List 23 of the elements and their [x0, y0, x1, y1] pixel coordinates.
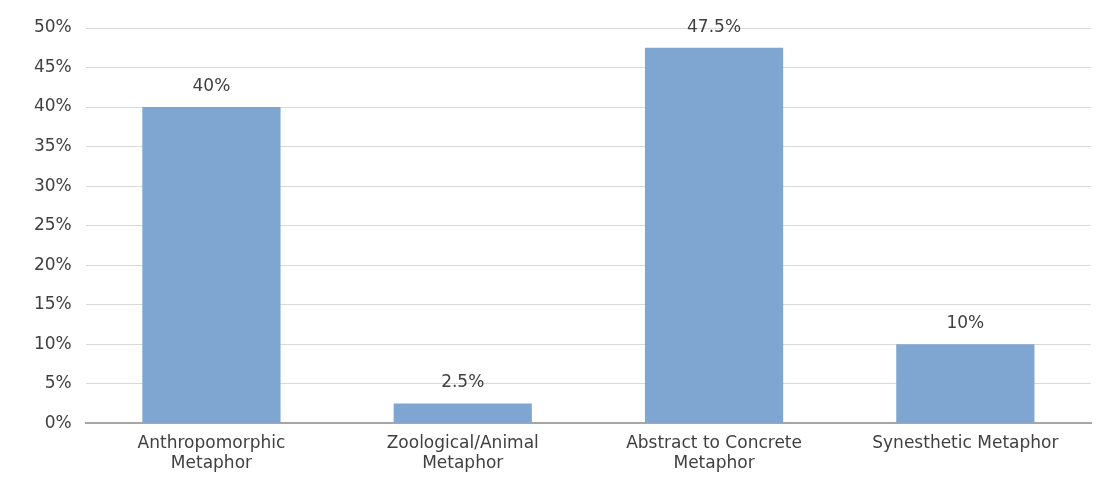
y-tick-label: 40% [33, 95, 72, 116]
data-label: 47.5% [687, 15, 742, 36]
data-label: 2.5% [441, 371, 485, 392]
bar [142, 107, 281, 423]
bar [393, 403, 532, 423]
bar [896, 344, 1035, 423]
bar [644, 47, 784, 423]
y-tick-label: 50% [33, 16, 72, 37]
y-tick-label: 15% [33, 293, 72, 314]
x-tick-label: Zoological/Animal Metaphor [386, 431, 539, 473]
x-tick-label: Synesthetic Metaphor [872, 431, 1059, 452]
y-tick-label: 45% [33, 55, 72, 76]
y-tick-label: 35% [33, 134, 72, 155]
x-tick-label: Anthropomorphic Metaphor [137, 431, 286, 473]
data-label: 10% [946, 312, 985, 333]
y-tick-label: 25% [33, 214, 72, 235]
y-tick-label: 0% [44, 411, 72, 432]
x-tick-label: Abstract to Concrete Metaphor [626, 431, 802, 473]
y-tick-label: 10% [33, 332, 72, 353]
y-tick-label: 20% [33, 253, 72, 274]
y-tick-label: 30% [33, 174, 72, 195]
data-label: 40% [192, 74, 231, 95]
y-tick-label: 5% [44, 372, 72, 393]
